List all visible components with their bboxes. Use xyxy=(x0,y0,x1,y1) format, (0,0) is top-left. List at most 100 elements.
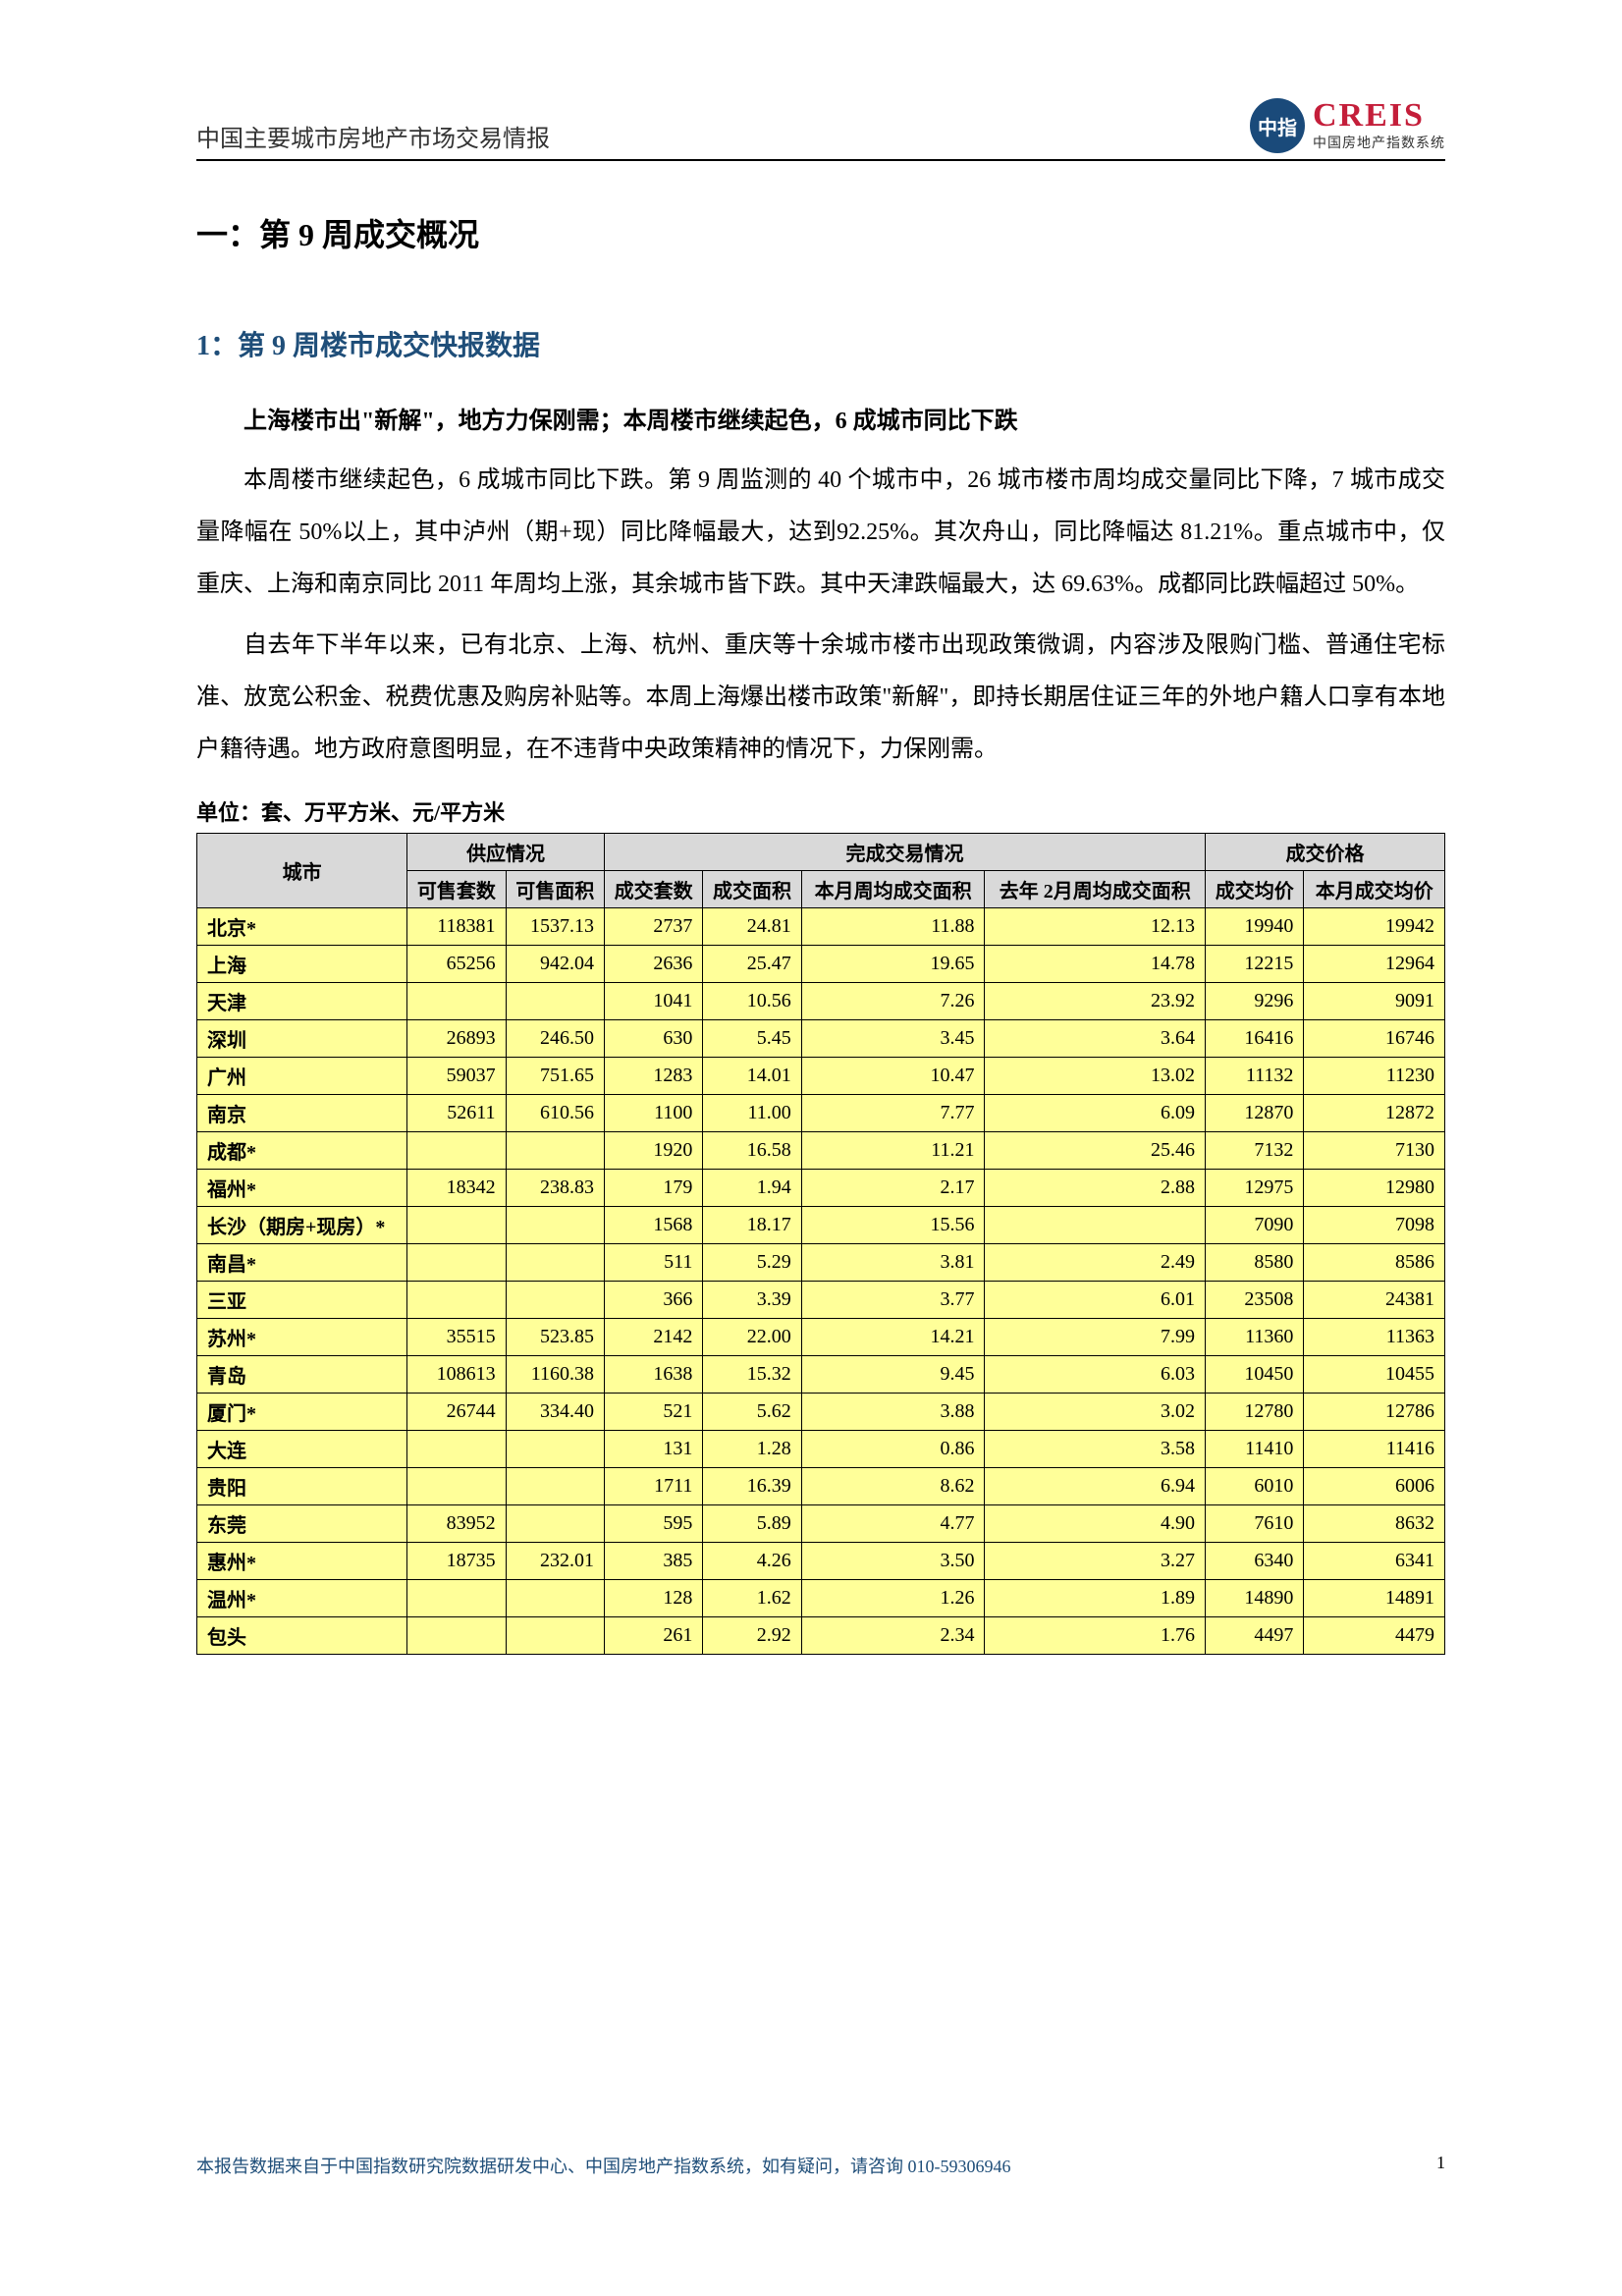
sub-col: 本月周均成交面积 xyxy=(801,870,985,907)
summary-bold-line: 上海楼市出"新解"，地方力保刚需；本周楼市继续起色，6 成城市同比下跌 xyxy=(196,398,1445,445)
data-cell: 523.85 xyxy=(506,1318,604,1355)
data-cell: 5.45 xyxy=(703,1019,801,1057)
section-heading-1: 一：第 9 周成交概况 xyxy=(196,210,1445,255)
data-cell xyxy=(506,1467,604,1504)
data-cell: 3.39 xyxy=(703,1281,801,1318)
city-cell: 东莞 xyxy=(197,1504,407,1542)
data-cell: 3.81 xyxy=(801,1243,985,1281)
table-head: 城市 供应情况 完成交易情况 成交价格 可售套数 可售面积 成交套数 成交面积 … xyxy=(197,833,1445,907)
section-heading-2: 1：第 9 周楼市成交快报数据 xyxy=(196,324,1445,363)
table-row: 福州*18342238.831791.942.172.881297512980 xyxy=(197,1169,1445,1206)
data-cell: 238.83 xyxy=(506,1169,604,1206)
data-cell: 19942 xyxy=(1304,907,1445,945)
data-cell: 334.40 xyxy=(506,1393,604,1430)
data-cell xyxy=(506,982,604,1019)
data-cell: 12964 xyxy=(1304,945,1445,982)
data-cell: 118381 xyxy=(407,907,506,945)
data-cell: 23508 xyxy=(1206,1281,1304,1318)
data-cell xyxy=(506,1430,604,1467)
data-cell: 13.02 xyxy=(985,1057,1206,1094)
data-cell: 7130 xyxy=(1304,1131,1445,1169)
data-cell: 1711 xyxy=(604,1467,702,1504)
city-cell: 南昌* xyxy=(197,1243,407,1281)
data-cell xyxy=(407,1579,506,1616)
data-cell: 11410 xyxy=(1206,1430,1304,1467)
data-cell: 7.26 xyxy=(801,982,985,1019)
data-cell: 16.39 xyxy=(703,1467,801,1504)
data-cell: 4.90 xyxy=(985,1504,1206,1542)
sub-col: 去年 2月周均成交面积 xyxy=(985,870,1206,907)
table-row: 惠州*18735232.013854.263.503.2763406341 xyxy=(197,1542,1445,1579)
data-cell: 4.26 xyxy=(703,1542,801,1579)
data-cell: 14891 xyxy=(1304,1579,1445,1616)
data-cell xyxy=(506,1504,604,1542)
transaction-table: 城市 供应情况 完成交易情况 成交价格 可售套数 可售面积 成交套数 成交面积 … xyxy=(196,833,1445,1655)
data-cell xyxy=(506,1579,604,1616)
data-cell: 8586 xyxy=(1304,1243,1445,1281)
data-cell: 11230 xyxy=(1304,1057,1445,1094)
data-cell: 2.17 xyxy=(801,1169,985,1206)
table-row: 长沙（期房+现房）*156818.1715.5670907098 xyxy=(197,1206,1445,1243)
data-cell: 108613 xyxy=(407,1355,506,1393)
data-cell: 22.00 xyxy=(703,1318,801,1355)
data-cell: 19940 xyxy=(1206,907,1304,945)
table-row: 南京52611610.56110011.007.776.091287012872 xyxy=(197,1094,1445,1131)
data-cell: 6.09 xyxy=(985,1094,1206,1131)
data-cell: 10455 xyxy=(1304,1355,1445,1393)
data-cell xyxy=(506,1281,604,1318)
table-row: 南昌*5115.293.812.4985808586 xyxy=(197,1243,1445,1281)
data-cell xyxy=(407,1281,506,1318)
data-cell xyxy=(407,1467,506,1504)
city-cell: 深圳 xyxy=(197,1019,407,1057)
data-cell: 14.01 xyxy=(703,1057,801,1094)
table-row: 青岛1086131160.38163815.329.456.0310450104… xyxy=(197,1355,1445,1393)
data-cell: 26744 xyxy=(407,1393,506,1430)
data-cell: 1568 xyxy=(604,1206,702,1243)
data-cell: 14.78 xyxy=(985,945,1206,982)
data-cell: 59037 xyxy=(407,1057,506,1094)
logo-main: CREIS xyxy=(1313,99,1445,133)
city-cell: 福州* xyxy=(197,1169,407,1206)
data-cell: 25.46 xyxy=(985,1131,1206,1169)
page-header: 中国主要城市房地产市场交易情报 中指 CREIS 中国房地产指数系统 xyxy=(196,98,1445,161)
page-footer: 本报告数据来自于中国指数研究院数据研发中心、中国房地产指数系统，如有疑问，请咨询… xyxy=(196,2153,1445,2178)
col-city: 城市 xyxy=(197,833,407,907)
data-cell: 6006 xyxy=(1304,1467,1445,1504)
city-cell: 包头 xyxy=(197,1616,407,1654)
data-cell: 5.62 xyxy=(703,1393,801,1430)
data-cell: 8.62 xyxy=(801,1467,985,1504)
data-cell: 3.45 xyxy=(801,1019,985,1057)
data-cell: 1.26 xyxy=(801,1579,985,1616)
table-row: 三亚3663.393.776.012350824381 xyxy=(197,1281,1445,1318)
data-cell: 2.49 xyxy=(985,1243,1206,1281)
header-title: 中国主要城市房地产市场交易情报 xyxy=(196,119,550,153)
body-paragraph-2: 自去年下半年以来，已有北京、上海、杭州、重庆等十余城市楼市出现政策微调，内容涉及… xyxy=(196,620,1445,775)
col-price: 成交价格 xyxy=(1206,833,1445,870)
city-cell: 苏州* xyxy=(197,1318,407,1355)
data-cell: 26893 xyxy=(407,1019,506,1057)
unit-line: 单位：套、万平方米、元/平方米 xyxy=(196,795,1445,827)
data-cell: 12872 xyxy=(1304,1094,1445,1131)
table-row: 广州59037751.65128314.0110.4713.0211132112… xyxy=(197,1057,1445,1094)
data-cell: 9.45 xyxy=(801,1355,985,1393)
data-cell: 1.76 xyxy=(985,1616,1206,1654)
data-cell: 6341 xyxy=(1304,1542,1445,1579)
data-cell: 0.86 xyxy=(801,1430,985,1467)
table-row: 苏州*35515523.85214222.0014.217.9911360113… xyxy=(197,1318,1445,1355)
table-body: 北京*1183811537.13273724.8111.8812.1319940… xyxy=(197,907,1445,1654)
data-cell: 751.65 xyxy=(506,1057,604,1094)
data-cell xyxy=(985,1206,1206,1243)
sub-col: 成交套数 xyxy=(604,870,702,907)
data-cell: 12.13 xyxy=(985,907,1206,945)
data-cell xyxy=(506,1206,604,1243)
data-cell: 52611 xyxy=(407,1094,506,1131)
city-cell: 惠州* xyxy=(197,1542,407,1579)
data-cell: 5.29 xyxy=(703,1243,801,1281)
data-cell: 3.88 xyxy=(801,1393,985,1430)
data-cell: 25.47 xyxy=(703,945,801,982)
data-cell: 3.58 xyxy=(985,1430,1206,1467)
logo-sub: 中国房地产指数系统 xyxy=(1313,133,1445,152)
footer-text: 本报告数据来自于中国指数研究院数据研发中心、中国房地产指数系统，如有疑问，请咨询… xyxy=(196,2153,1011,2178)
data-cell: 6340 xyxy=(1206,1542,1304,1579)
data-cell: 1.89 xyxy=(985,1579,1206,1616)
